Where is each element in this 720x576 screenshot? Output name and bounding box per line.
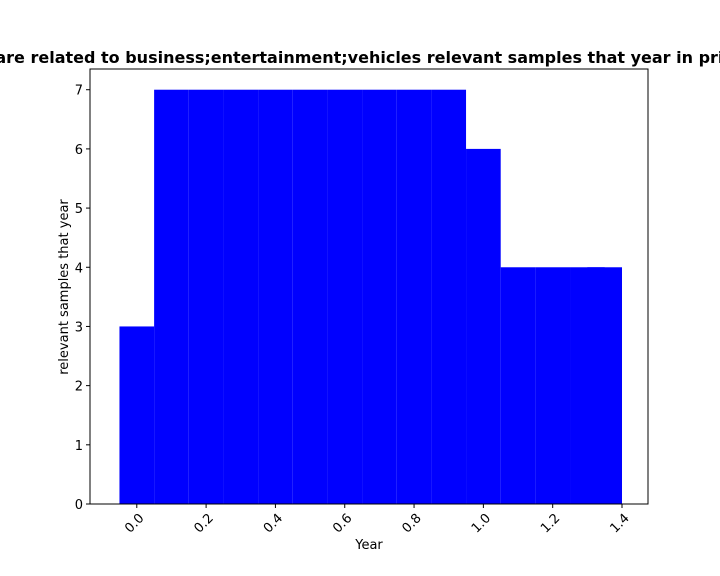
y-tick-label-0: 0 [75, 498, 83, 513]
bar-8 [396, 89, 432, 504]
bar-0 [119, 326, 155, 504]
bar-12 [535, 267, 571, 504]
bar-7 [362, 89, 397, 504]
bar-2 [188, 89, 224, 504]
y-tick-label-5: 5 [75, 202, 83, 217]
x-tick-label-1: 0.2 [192, 511, 217, 536]
x-tick-label-7: 1.4 [607, 511, 632, 536]
x-tick-label-6: 1.2 [538, 511, 563, 536]
x-axis-label: Year [354, 538, 383, 553]
x-axis-ticks: 0.0 0.2 0.4 0.6 0.8 1.0 1.2 1.4 [122, 504, 633, 536]
x-tick-label-5: 1.0 [469, 511, 494, 536]
y-axis-ticks: 0 1 2 3 4 5 6 7 [75, 84, 90, 513]
bar-14 [587, 267, 623, 504]
chart-title: are related to business;entertainment;ve… [0, 48, 720, 67]
y-tick-label-3: 3 [75, 320, 83, 335]
bars-group [119, 89, 623, 505]
bar-5 [292, 89, 328, 504]
x-tick-label-0: 0.0 [122, 511, 147, 536]
bar-9 [431, 89, 467, 504]
y-tick-label-7: 7 [75, 84, 83, 99]
y-tick-label-4: 4 [75, 261, 83, 276]
x-tick-label-3: 0.6 [330, 511, 355, 536]
x-tick-label-2: 0.4 [261, 511, 286, 536]
bar-3 [223, 89, 259, 504]
plot-frame [89, 68, 649, 505]
bar-10 [466, 148, 501, 505]
y-tick-label-1: 1 [75, 439, 83, 454]
y-tick-label-6: 6 [75, 143, 83, 158]
bar-1 [154, 89, 189, 504]
bar-4 [258, 89, 293, 504]
bar-11 [500, 267, 536, 504]
y-tick-label-2: 2 [75, 380, 83, 395]
y-axis-label: relevant samples that year [57, 199, 72, 375]
x-tick-label-4: 0.8 [399, 511, 424, 536]
bar-6 [327, 89, 363, 504]
